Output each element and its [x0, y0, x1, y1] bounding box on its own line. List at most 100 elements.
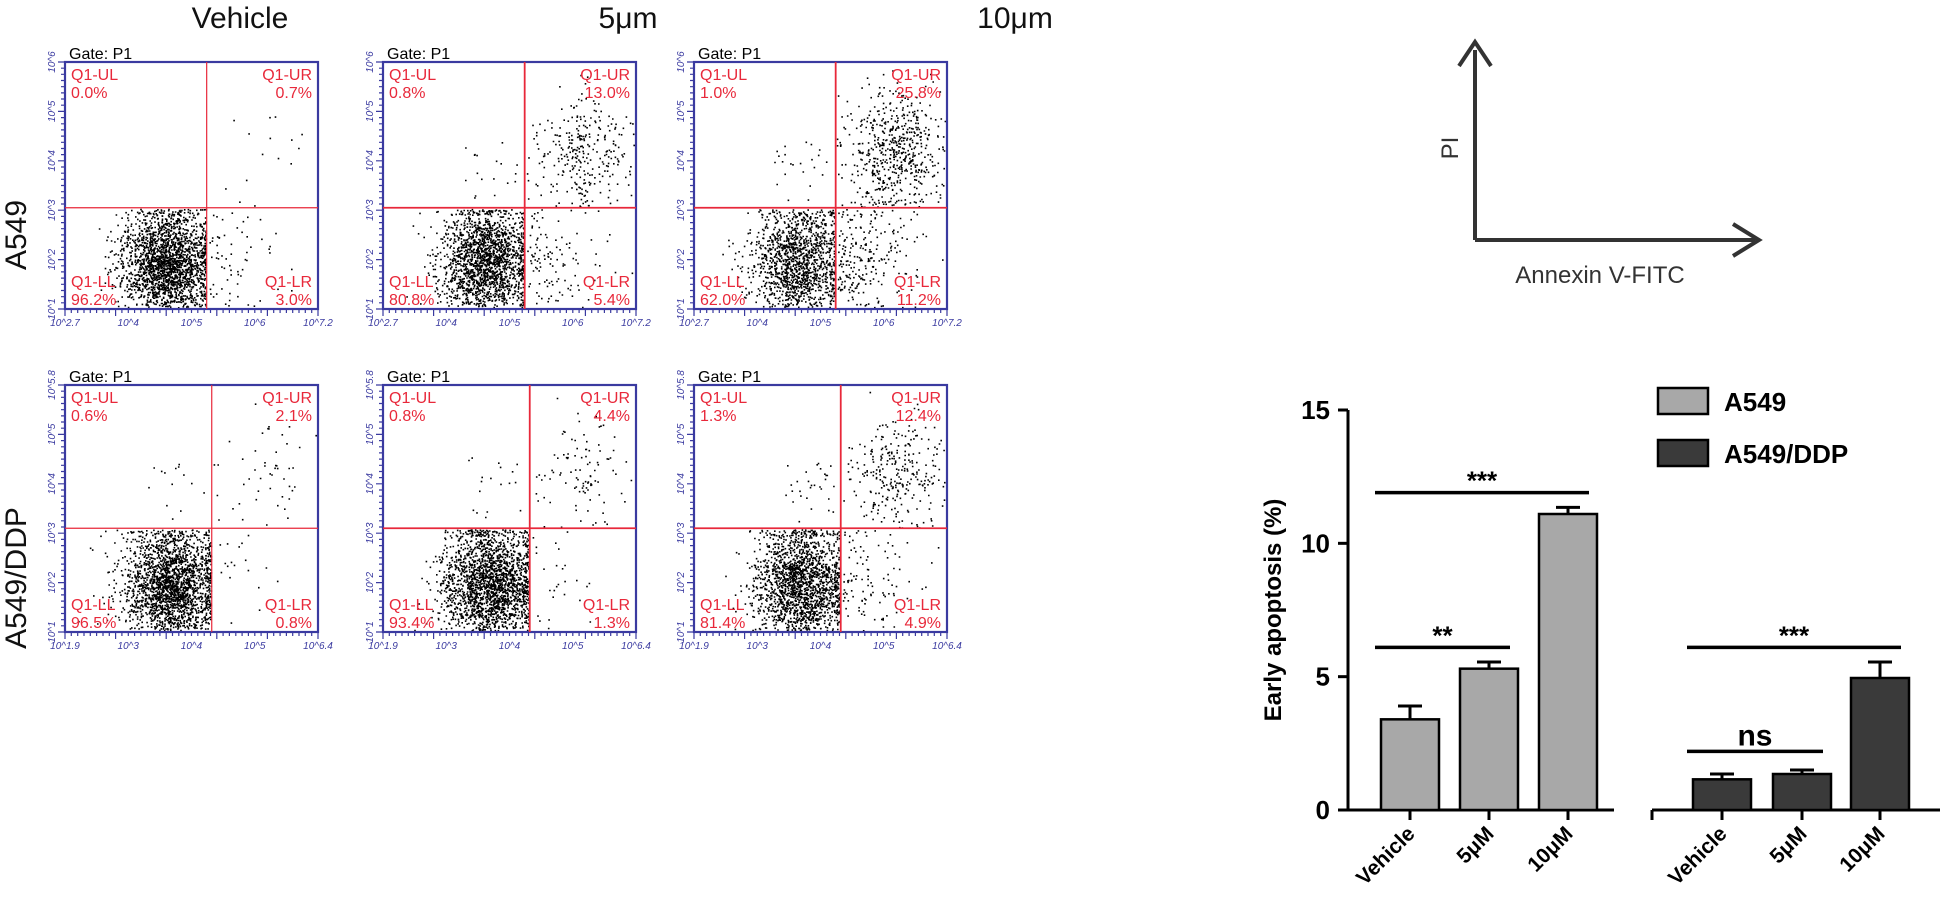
x-tick-label: 10^2.7 — [368, 318, 398, 329]
y-tick-label: 10^5 — [47, 423, 58, 445]
x-tick-label: 10^7.2 — [932, 318, 962, 329]
quadrant-ll-value: 81.4% — [700, 615, 745, 632]
y-tick-label: 10^2 — [47, 248, 58, 270]
row-title-1: A549/DDP — [0, 507, 33, 649]
significance-label: ns — [1737, 719, 1772, 752]
x-tick-label: 10^5 — [810, 318, 832, 329]
y-tick-label: 10^1 — [365, 621, 376, 642]
y-tick-label: 10 — [1301, 528, 1330, 558]
annexin-arrowhead — [1731, 222, 1763, 258]
axis-ticks — [376, 61, 637, 316]
scatter-points — [414, 397, 633, 632]
legend-label-0: A549 — [1724, 387, 1786, 417]
quadrant-lr-name: Q1-LR — [894, 274, 941, 291]
significance-label: ** — [1432, 620, 1453, 650]
pi-axis-label: PI — [1437, 137, 1464, 160]
column-title-1: 5μm — [599, 2, 658, 35]
quadrant-ur-value: 4.4% — [594, 408, 630, 425]
x-tick-label: Vehicle — [1664, 822, 1731, 889]
y-tick-label: 15 — [1301, 395, 1330, 425]
quadrant-ll-value: 96.2% — [71, 292, 116, 309]
y-tick-label: 10^1 — [47, 621, 58, 642]
flow-plot-5: 10^1.9 10^3 10^4 10^5 10^6.4 10^1 10^2 10^3 10^4… — [676, 369, 962, 652]
row-title-0: A549 — [0, 200, 33, 270]
flow-plot-4: 10^1.9 10^3 10^4 10^5 10^6.4 10^1 10^2 10^3 10^4… — [365, 369, 651, 652]
y-tick-label: 10^5.8 — [365, 370, 376, 400]
y-tick-label: 10^5 — [365, 423, 376, 445]
quadrant-ll-name: Q1-LL — [389, 597, 434, 614]
bar-chart: 0 5 10 15 Early apoptosis (%) Vehicle 5μM 10μM V… — [1260, 386, 1940, 890]
legend-label-1: A549/DDP — [1724, 439, 1848, 469]
quadrant-ur-value: 12.4% — [896, 408, 941, 425]
quadrant-lr-name: Q1-LR — [265, 274, 312, 291]
y-tick-label: 10^5 — [365, 100, 376, 122]
legend-swatch-1 — [1656, 438, 1710, 468]
y-tick-label: 10^3 — [47, 199, 58, 221]
y-tick-label: 10^3 — [676, 522, 687, 544]
gate-label: Gate: P1 — [69, 369, 132, 386]
y-tick-label: 10^1 — [365, 298, 376, 319]
y-tick-label: 10^4 — [676, 473, 687, 495]
quadrant-lr-value: 0.8% — [276, 615, 312, 632]
x-tick-label: 10^6 — [873, 318, 895, 329]
quadrant-lr-name: Q1-LR — [583, 597, 630, 614]
quadrant-ll-name: Q1-LL — [700, 274, 745, 291]
bar-A549-DDP-2 — [1849, 676, 1911, 812]
bar-A549-2 — [1537, 512, 1599, 812]
quadrant-lr-name: Q1-LR — [583, 274, 630, 291]
y-tick-label: 10^6 — [365, 51, 376, 73]
y-tick-label: 10^5 — [676, 423, 687, 445]
y-tick-label: 10^6 — [676, 51, 687, 73]
quadrant-lr-value: 4.9% — [905, 615, 941, 632]
quadrant-ur-value: 2.1% — [276, 408, 312, 425]
axes-legend: PI Annexin V-FITC — [1437, 38, 1763, 289]
column-titles: Vehicle 5μm 10μm — [192, 2, 1053, 35]
y-tick-label: 5 — [1316, 662, 1330, 692]
x-tick-label: 10^4 — [747, 318, 769, 329]
y-tick-label: 10^4 — [47, 473, 58, 495]
bar-A549-DDP-1 — [1771, 772, 1833, 812]
x-tick-label: 10^4 — [118, 318, 140, 329]
flow-plot-2: 10^2.7 10^4 10^5 10^6 10^7.2 10^1 10^2 10^3 10^4… — [676, 46, 962, 329]
quadrant-ll-name: Q1-LL — [71, 597, 116, 614]
quadrant-ll-value: 80.8% — [389, 292, 434, 309]
quadrant-ul-value: 0.6% — [71, 408, 107, 425]
bar-A549-0 — [1379, 718, 1441, 812]
quadrant-ul-name: Q1-UL — [71, 67, 118, 84]
column-title-2: 10μm — [977, 2, 1053, 35]
scatter-points — [406, 74, 635, 309]
quadrant-ul-name: Q1-UL — [71, 390, 118, 407]
y-tick-label: 10^4 — [365, 150, 376, 172]
x-tick-label: 10^1.9 — [50, 641, 80, 652]
x-tick-label: 10^2.7 — [679, 318, 709, 329]
x-tick-label: 10^3 — [436, 641, 458, 652]
quadrant-ll-value: 62.0% — [700, 292, 745, 309]
quadrant-ul-name: Q1-UL — [389, 390, 436, 407]
x-tick-label: 10^3 — [118, 641, 140, 652]
gate-label: Gate: P1 — [69, 46, 132, 63]
y-tick-label: 10^2 — [47, 571, 58, 593]
x-tick-label: 10^2.7 — [50, 318, 80, 329]
x-tick-label: 10^5 — [562, 641, 584, 652]
quadrant-lr-value: 3.0% — [276, 292, 312, 309]
x-tick-label: 10μM — [1835, 822, 1889, 876]
x-tick-label: 10^1.9 — [368, 641, 398, 652]
scatter-points — [722, 70, 947, 309]
quadrant-ll-value: 93.4% — [389, 615, 434, 632]
scatter-points — [725, 391, 946, 632]
gate-label: Gate: P1 — [698, 369, 761, 386]
flow-plot-3: 10^1.9 10^3 10^4 10^5 10^6.4 10^1 10^2 10^3 10^4… — [47, 369, 333, 652]
x-tick-label: 10^5 — [499, 318, 521, 329]
y-tick-label: 10^4 — [676, 150, 687, 172]
x-tick-label: 10^3 — [747, 641, 769, 652]
gate-label: Gate: P1 — [387, 369, 450, 386]
x-tick-label: 10^4 — [436, 318, 458, 329]
bar-A549-1 — [1458, 667, 1520, 812]
quadrant-ul-value: 1.3% — [700, 408, 736, 425]
column-title-0: Vehicle — [192, 2, 289, 35]
y-tick-label: 10^5 — [47, 100, 58, 122]
quadrant-ul-name: Q1-UL — [700, 67, 747, 84]
quadrant-ur-name: Q1-UR — [580, 390, 630, 407]
x-tick-label: 10^6.4 — [303, 641, 333, 652]
